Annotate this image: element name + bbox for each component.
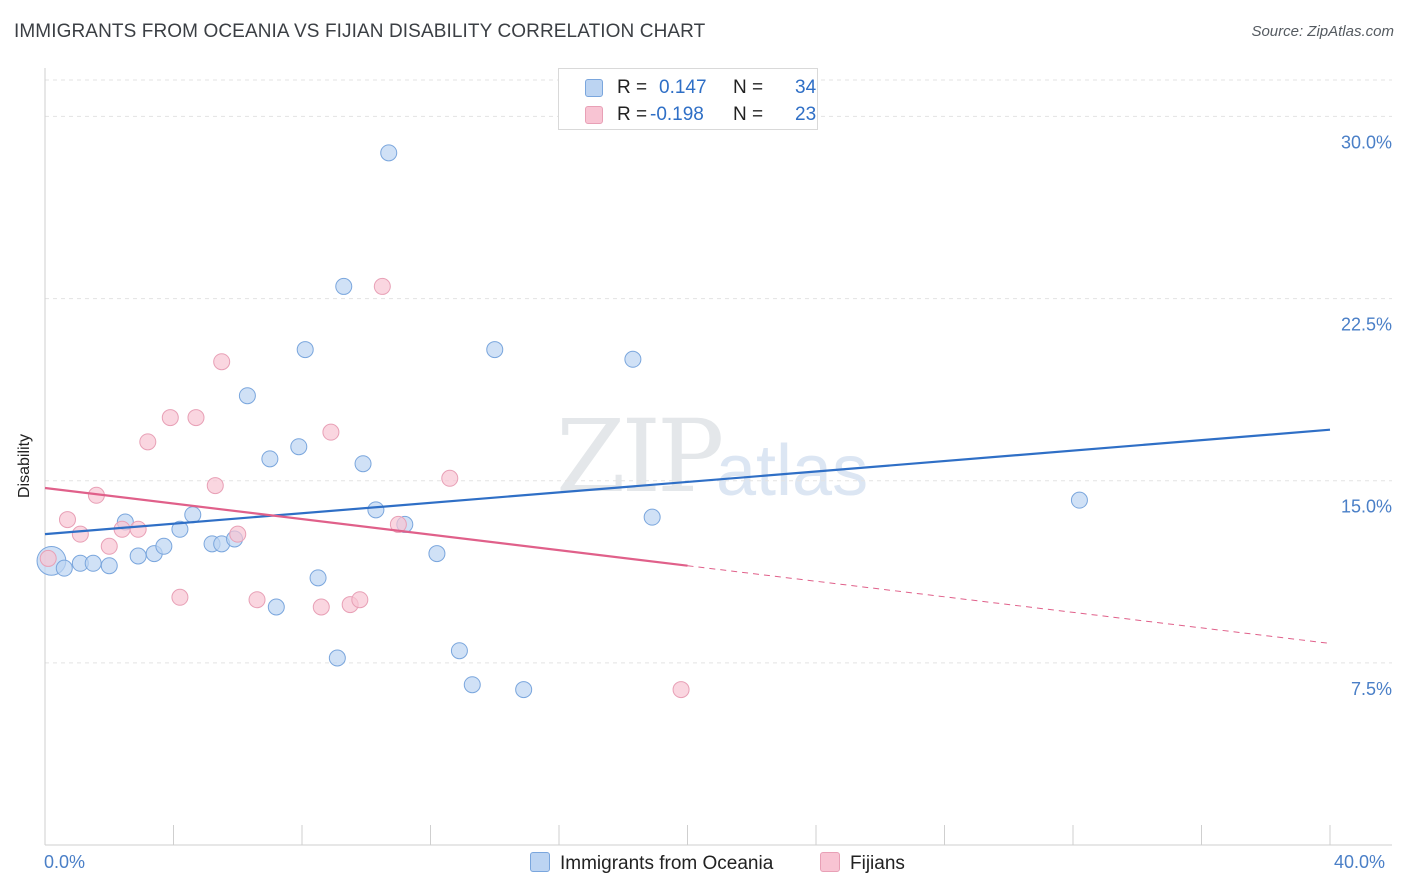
fijian-point (389, 515, 407, 533)
bottom-legend-label-oceania: Immigrants from Oceania (560, 853, 774, 874)
oceania-point (155, 537, 173, 555)
oceania-point (84, 554, 102, 572)
oceania-point (354, 455, 372, 473)
fijian-point (441, 469, 459, 487)
y-axis-label: Disability (16, 433, 33, 498)
fijian-trend-extension (687, 565, 1331, 644)
fijian-point (312, 598, 330, 616)
source-label: Source: ZipAtlas.com (1251, 23, 1394, 40)
fijian-trend-line (44, 486, 688, 567)
oceania-point (380, 144, 398, 162)
correlation-legend: R = 0.147 N = 34 R = -0.198 N = 23 (558, 68, 818, 130)
oceania-point (328, 649, 346, 667)
fijian-point (39, 549, 57, 567)
oceania-trend-line (44, 428, 1331, 536)
oceania-point (171, 520, 189, 538)
fijian-point (139, 433, 157, 451)
oceania-point (129, 547, 147, 565)
y-tick-label: 30.0% (1341, 132, 1392, 152)
oceania-point (463, 676, 481, 694)
y-tick-label: 22.5% (1341, 315, 1392, 335)
legend-swatch-oceania (585, 79, 603, 97)
bottom-legend-label-fijians: Fijians (850, 853, 905, 874)
x-tick-label-max: 40.0% (1334, 852, 1386, 872)
legend-r-value: 0.147 (659, 77, 707, 98)
fijian-point (229, 525, 247, 543)
oceania-point (290, 438, 308, 456)
oceania-point (267, 598, 285, 616)
oceania-point (450, 642, 468, 660)
fijian-point (100, 537, 118, 555)
oceania-point (515, 681, 533, 699)
bottom-legend-oceania: Immigrants from Oceania (530, 852, 773, 875)
oceania-point (184, 506, 202, 524)
fijian-point (187, 409, 205, 427)
oceania-point (335, 277, 353, 295)
bottom-legend-swatch-fijians (820, 852, 840, 872)
fijian-point (213, 353, 231, 371)
fijian-point (71, 525, 89, 543)
fijian-point (171, 588, 189, 606)
oceania-point (309, 569, 327, 587)
fijian-point (58, 511, 76, 529)
y-tick-label: 7.5% (1351, 679, 1392, 699)
oceania-point (1070, 491, 1088, 509)
legend-swatch-fijians (585, 106, 603, 124)
legend-n-value: 34 (795, 77, 817, 98)
chart-title: IMMIGRANTS FROM OCEANIA VS FIJIAN DISABI… (14, 21, 706, 42)
oceania-point (428, 545, 446, 563)
fijian-point (373, 277, 391, 295)
bottom-legend-swatch-oceania (530, 852, 550, 872)
legend-n-label: N = (733, 77, 764, 98)
oceania-point (624, 350, 642, 368)
fijian-point (322, 423, 340, 441)
fijian-point (248, 591, 266, 609)
legend-r-label: R = (617, 104, 648, 125)
x-tick-label-min: 0.0% (44, 852, 86, 872)
fijian-point (672, 681, 690, 699)
oceania-point (261, 450, 279, 468)
oceania-point (643, 508, 661, 526)
fijian-point (351, 591, 369, 609)
legend-n-value: 23 (795, 104, 817, 125)
oceania-point (367, 501, 385, 519)
y-tick-label: 15.0% (1341, 497, 1392, 517)
watermark-atlas: atlas (716, 431, 869, 511)
watermark-zip: ZIP (556, 398, 724, 515)
legend-r-value: -0.198 (650, 104, 704, 125)
fijian-point (206, 477, 224, 495)
oceania-point (296, 341, 314, 359)
oceania-point (100, 557, 118, 575)
fijian-point (129, 520, 147, 538)
oceania-point (238, 387, 256, 405)
fijian-point (161, 409, 179, 427)
oceania-point (55, 559, 73, 577)
oceania-point (486, 341, 504, 359)
bottom-legend-fijians: Fijians (820, 852, 905, 875)
legend-r-label: R = (617, 77, 648, 98)
legend-n-label: N = (733, 104, 764, 125)
